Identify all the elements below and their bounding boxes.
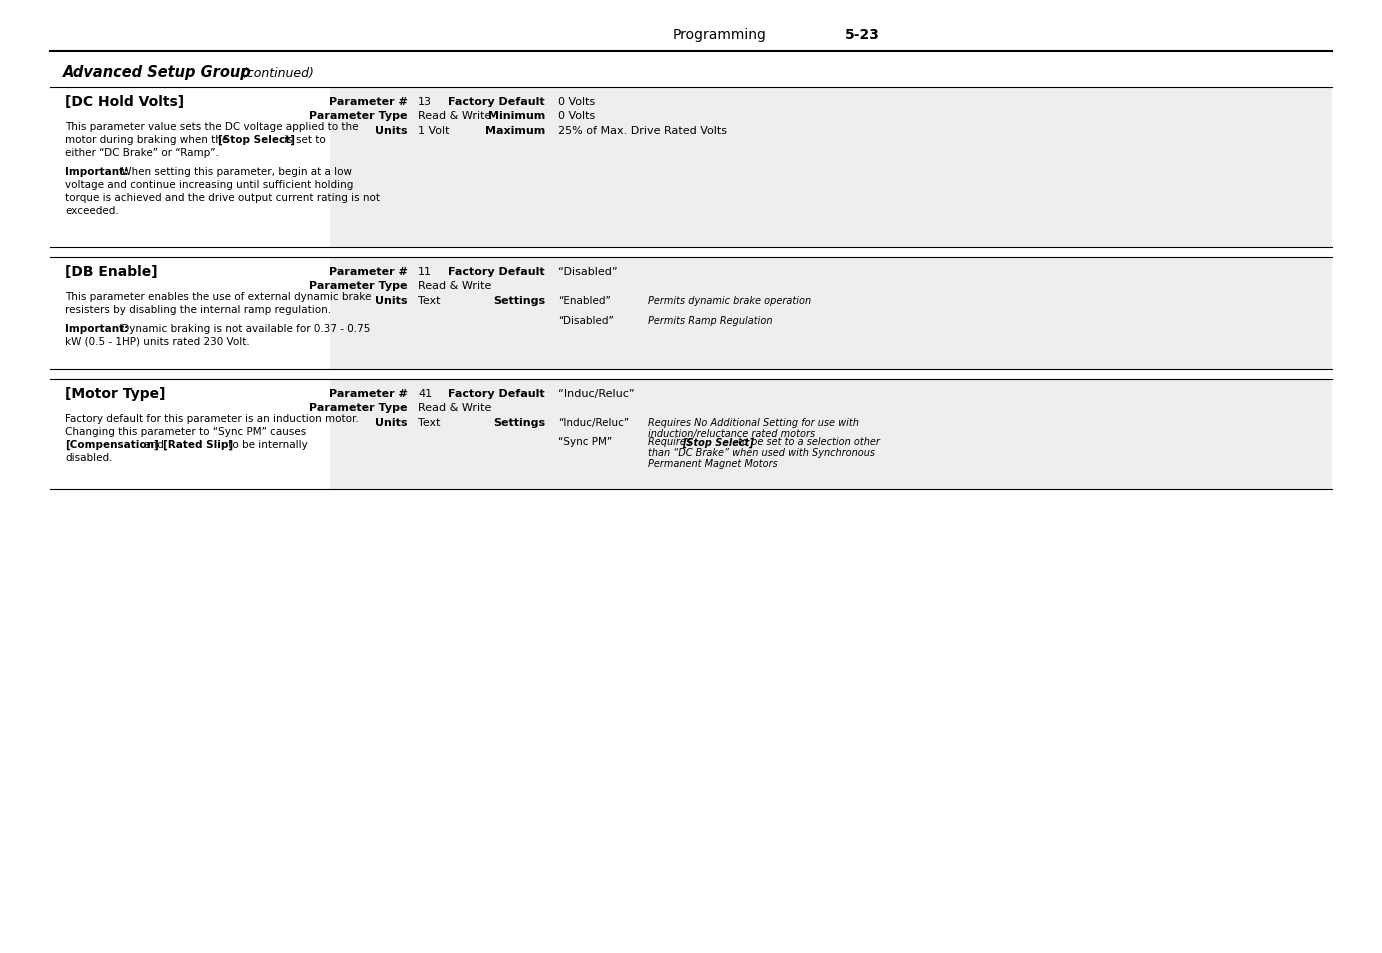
Text: Advanced Setup Group: Advanced Setup Group	[64, 66, 252, 80]
Text: resisters by disabling the internal ramp regulation.: resisters by disabling the internal ramp…	[65, 305, 332, 314]
Bar	[50, 88, 330, 248]
Text: Requires: Requires	[648, 437, 694, 447]
Text: [DB Enable]: [DB Enable]	[65, 265, 158, 278]
Bar	[50, 257, 330, 370]
Bar	[50, 379, 330, 490]
Bar	[50, 257, 1332, 370]
Bar	[50, 379, 1332, 490]
Text: Parameter Type: Parameter Type	[310, 111, 408, 121]
Text: 11: 11	[417, 267, 433, 276]
Text: Read & Write: Read & Write	[417, 281, 492, 291]
Text: Permits Ramp Regulation: Permits Ramp Regulation	[648, 315, 773, 325]
Text: Units: Units	[376, 295, 408, 306]
Text: 5-23: 5-23	[844, 28, 880, 42]
Text: voltage and continue increasing until sufficient holding: voltage and continue increasing until su…	[65, 180, 354, 190]
Text: [Stop Select]: [Stop Select]	[218, 135, 294, 145]
Text: Factory Default: Factory Default	[448, 267, 545, 276]
Text: either “DC Brake” or “Ramp”.: either “DC Brake” or “Ramp”.	[65, 148, 218, 158]
Text: 41: 41	[417, 389, 433, 398]
Text: Parameter #: Parameter #	[329, 97, 408, 107]
Text: than “DC Brake” when used with Synchronous: than “DC Brake” when used with Synchrono…	[648, 448, 875, 458]
Text: and: and	[141, 439, 167, 450]
Text: Requires No Additional Setting for use with: Requires No Additional Setting for use w…	[648, 417, 858, 428]
Text: to be set to a selection other: to be set to a selection other	[735, 437, 880, 447]
Text: torque is achieved and the drive output current rating is not: torque is achieved and the drive output …	[65, 193, 380, 203]
Text: Maximum: Maximum	[485, 126, 545, 136]
Bar	[50, 88, 1332, 248]
Text: Factory Default: Factory Default	[448, 97, 545, 107]
Text: to be internally: to be internally	[225, 439, 308, 450]
Text: Parameter #: Parameter #	[329, 267, 408, 276]
Text: Dynamic braking is not available for 0.37 - 0.75: Dynamic braking is not available for 0.3…	[117, 324, 370, 334]
Text: “Enabled”: “Enabled”	[558, 295, 611, 306]
Text: kW (0.5 - 1HP) units rated 230 Volt.: kW (0.5 - 1HP) units rated 230 Volt.	[65, 336, 250, 347]
Text: [Compensation]: [Compensation]	[65, 439, 159, 450]
Text: Permanent Magnet Motors: Permanent Magnet Motors	[648, 459, 778, 469]
Text: Units: Units	[376, 417, 408, 428]
Text: Text: Text	[417, 295, 441, 306]
Text: Important:: Important:	[65, 167, 129, 177]
Text: induction/reluctance rated motors: induction/reluctance rated motors	[648, 429, 815, 438]
Text: “Sync PM”: “Sync PM”	[558, 437, 612, 447]
Text: 0 Volts: 0 Volts	[558, 97, 596, 107]
Text: Read & Write: Read & Write	[417, 111, 492, 121]
Text: [Stop Select]: [Stop Select]	[683, 436, 755, 447]
Text: Important:: Important:	[65, 324, 129, 334]
Text: (continued): (continued)	[238, 67, 314, 79]
Text: 13: 13	[417, 97, 433, 107]
Text: disabled.: disabled.	[65, 453, 112, 462]
Text: “Induc/Reluc”: “Induc/Reluc”	[558, 417, 629, 428]
Text: 1 Volt: 1 Volt	[417, 126, 449, 136]
Text: Text: Text	[417, 417, 441, 428]
Text: [Motor Type]: [Motor Type]	[65, 387, 166, 400]
Text: “Disabled”: “Disabled”	[558, 267, 618, 276]
Text: Read & Write: Read & Write	[417, 402, 492, 413]
Text: motor during braking when the: motor during braking when the	[65, 135, 232, 145]
Text: “Disabled”: “Disabled”	[558, 315, 614, 325]
Text: This parameter value sets the DC voltage applied to the: This parameter value sets the DC voltage…	[65, 122, 358, 132]
Text: Settings: Settings	[493, 417, 545, 428]
Text: Minimum: Minimum	[488, 111, 545, 121]
Text: Permits dynamic brake operation: Permits dynamic brake operation	[648, 295, 811, 306]
Text: Parameter Type: Parameter Type	[310, 402, 408, 413]
Text: Parameter Type: Parameter Type	[310, 281, 408, 291]
Text: Parameter #: Parameter #	[329, 389, 408, 398]
Text: Settings: Settings	[493, 295, 545, 306]
Text: Programming: Programming	[673, 28, 767, 42]
Text: When setting this parameter, begin at a low: When setting this parameter, begin at a …	[117, 167, 352, 177]
Text: Factory default for this parameter is an induction motor.: Factory default for this parameter is an…	[65, 414, 359, 423]
Text: This parameter enables the use of external dynamic brake: This parameter enables the use of extern…	[65, 292, 372, 302]
Text: [DC Hold Volts]: [DC Hold Volts]	[65, 95, 184, 109]
Text: exceeded.: exceeded.	[65, 206, 119, 215]
Text: [Rated Slip]: [Rated Slip]	[163, 439, 234, 450]
Text: “Induc/Reluc”: “Induc/Reluc”	[558, 389, 634, 398]
Text: Units: Units	[376, 126, 408, 136]
Text: Changing this parameter to “Sync PM” causes: Changing this parameter to “Sync PM” cau…	[65, 427, 307, 436]
Text: Factory Default: Factory Default	[448, 389, 545, 398]
Text: is set to: is set to	[281, 135, 326, 145]
Text: 25% of Max. Drive Rated Volts: 25% of Max. Drive Rated Volts	[558, 126, 727, 136]
Text: 0 Volts: 0 Volts	[558, 111, 596, 121]
